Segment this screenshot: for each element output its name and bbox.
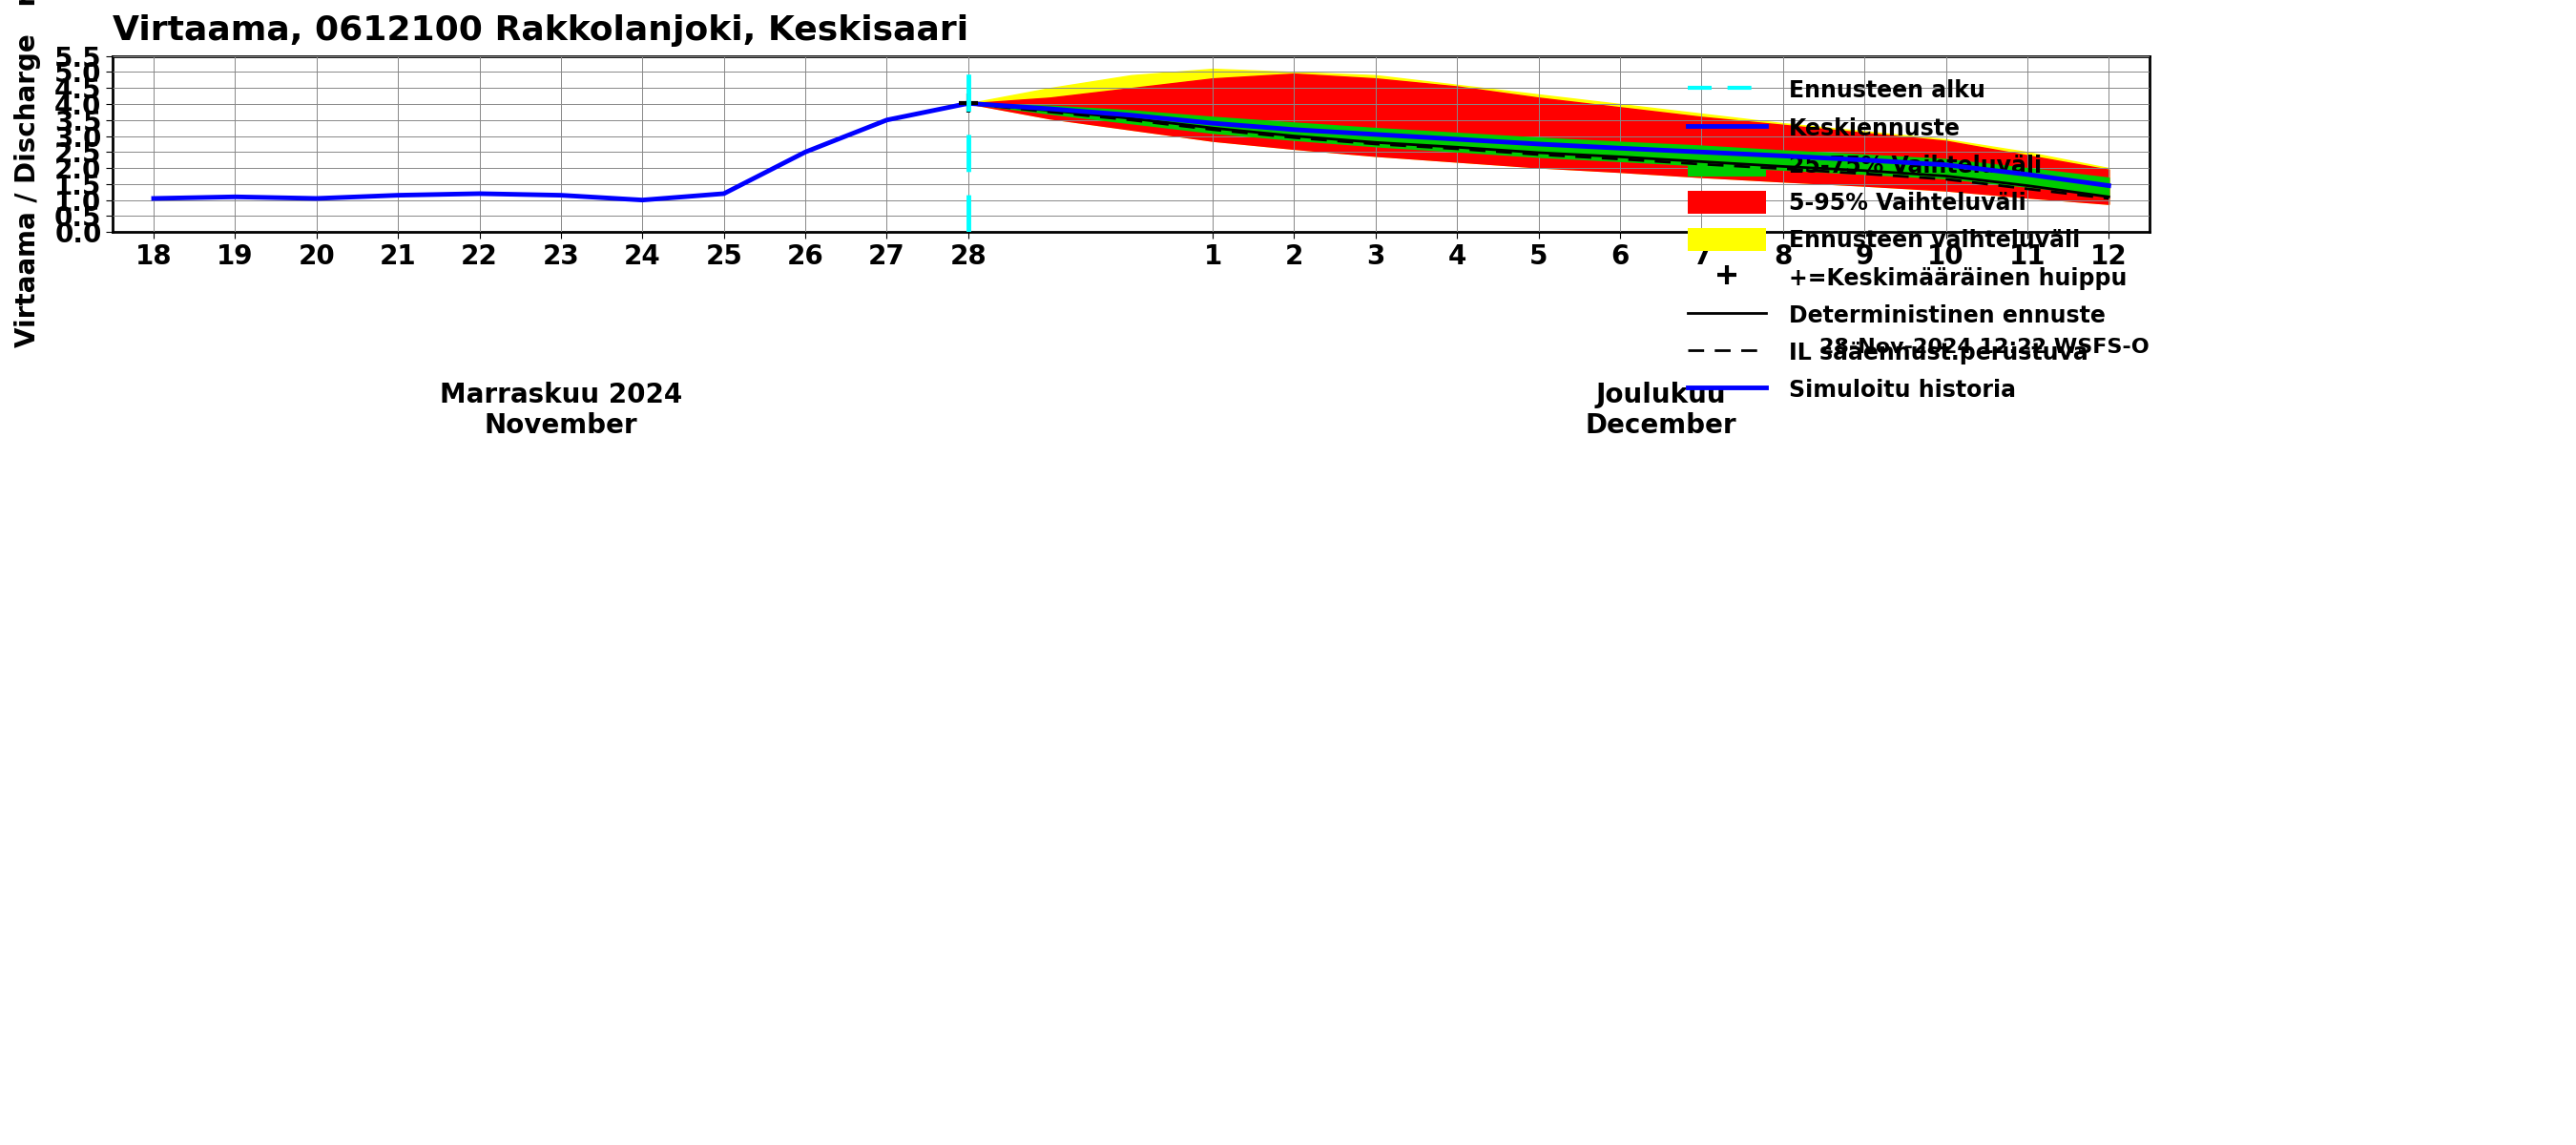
Text: Marraskuu 2024
November: Marraskuu 2024 November (440, 381, 683, 440)
Y-axis label: Virtaama / Discharge   m³/s: Virtaama / Discharge m³/s (15, 0, 41, 347)
Legend: Ennusteen alku, Keskiennuste, 25-75% Vaihteluväli, 5-95% Vaihteluväli, Ennusteen: Ennusteen alku, Keskiennuste, 25-75% Vai… (1677, 68, 2138, 413)
Text: Joulukuu
December: Joulukuu December (1584, 381, 1736, 440)
Text: 28-Nov-2024 12:22 WSFS-O: 28-Nov-2024 12:22 WSFS-O (1819, 338, 2148, 357)
Text: Virtaama, 0612100 Rakkolanjoki, Keskisaari: Virtaama, 0612100 Rakkolanjoki, Keskisaa… (113, 14, 969, 47)
